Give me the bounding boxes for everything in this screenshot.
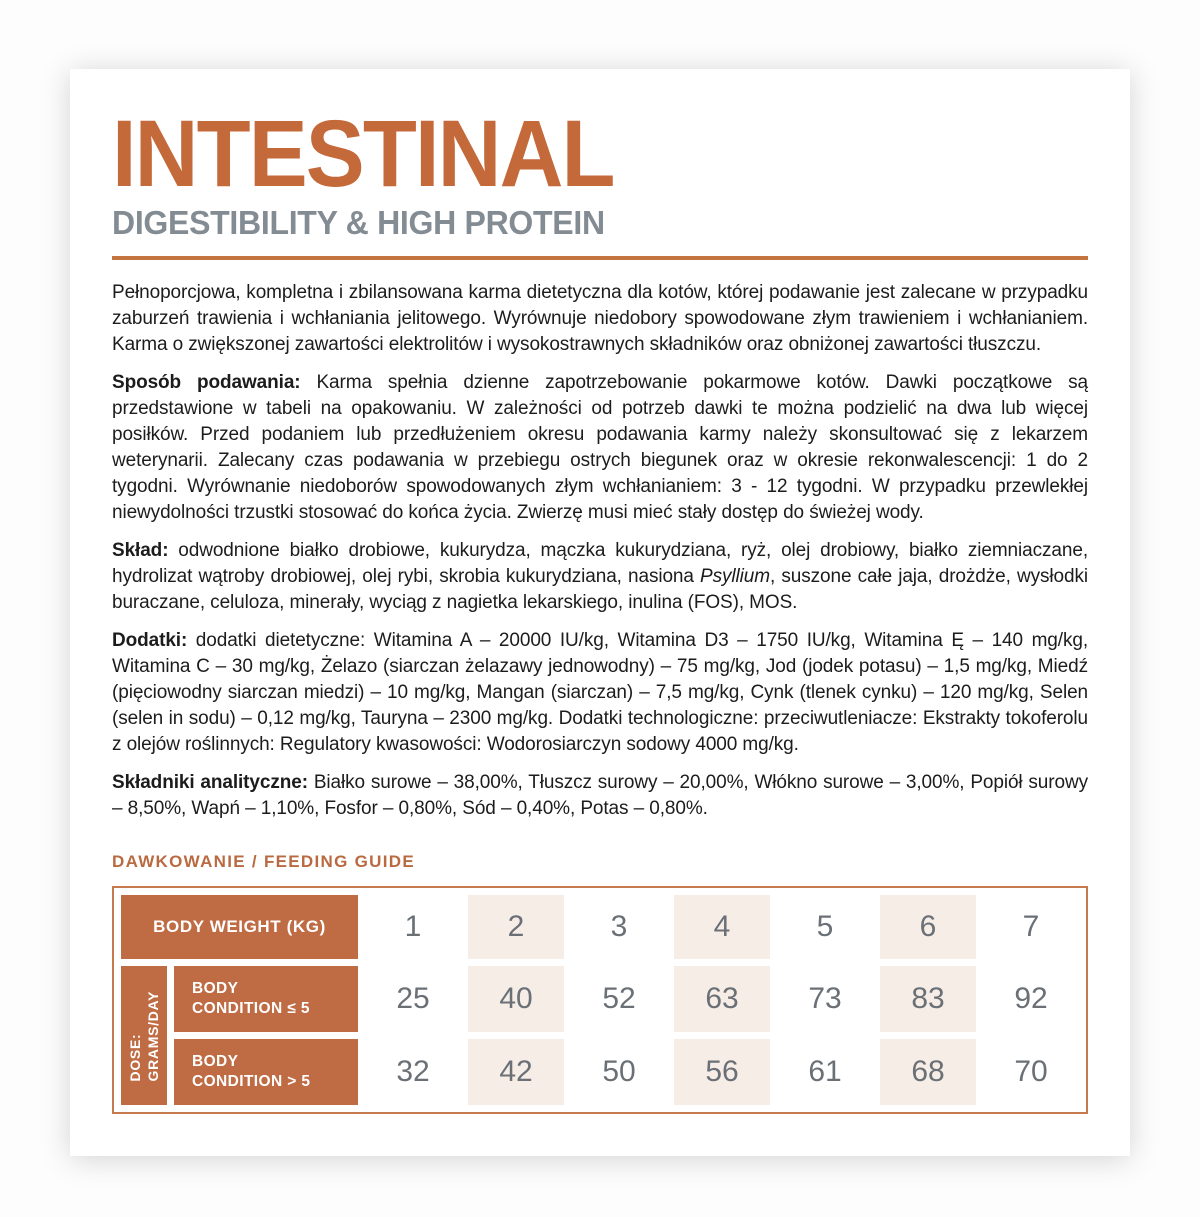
dose-axis-line2: GRAMS/DAY: [145, 990, 162, 1082]
analytical-lead: Składniki analityczne:: [112, 772, 308, 794]
composition-text-before: odwodnione białko drobiowe, kukurydza, m…: [112, 540, 1088, 588]
dose-gt5-col-7: 70: [1014, 1055, 1048, 1089]
weight-col-4: 4: [674, 895, 770, 960]
dose-gt5-col-1: 32: [396, 1055, 430, 1089]
row-label-line2: CONDITION ≤ 5: [192, 1000, 310, 1018]
usage-text: Karma spełnia dzienne zapotrzebowanie po…: [112, 372, 1089, 524]
usage-lead: Sposób podawania:: [112, 372, 301, 394]
dose-lte5-col-7: 92: [1014, 982, 1048, 1016]
row-label-condition-lte5: BODY CONDITION ≤ 5: [174, 966, 358, 1033]
row-label-line2: CONDITION > 5: [192, 1073, 311, 1091]
intro-text: Pełnoporcjowa, kompletna i zbilansowana …: [112, 282, 1088, 356]
header-divider: [112, 256, 1088, 261]
dose-lte5-col-6: 83: [880, 966, 976, 1033]
weight-col-3: 3: [610, 910, 628, 944]
dose-lte5-col-2: 40: [468, 966, 564, 1033]
weight-col-5: 5: [816, 910, 834, 944]
product-subtitle: DIGESTIBILITY & HIGH PROTEIN: [112, 204, 605, 242]
composition-lead: Skład:: [112, 540, 169, 562]
dose-lte5-col-3: 52: [602, 982, 636, 1016]
dose-gt5-col-2: 42: [468, 1039, 564, 1106]
row-label-condition-gt5: BODY CONDITION > 5: [174, 1039, 358, 1106]
dose-lte5-col-4: 63: [674, 966, 770, 1033]
dose-lte5-col-1: 25: [396, 982, 430, 1016]
composition-text-after: , suszone całe jaja, drożdże, wysłodki b…: [112, 566, 1088, 614]
product-title: INTESTINAL: [112, 101, 616, 207]
weight-col-6: 6: [880, 895, 976, 960]
dose-gt5-col-3: 50: [602, 1055, 636, 1089]
row-label-line1: BODY: [192, 980, 239, 998]
feeding-guide-table: BODY WEIGHT (KG) 1 2 3 4 5 6 7 DOSE: GRA…: [112, 886, 1088, 1115]
weight-col-2: 2: [468, 895, 564, 960]
composition-paragraph: Skład: odwodnione białko drobiowe, kukur…: [112, 538, 1088, 616]
analytical-text: Białko surowe – 38,00%, Tłuszcz surowy –…: [112, 772, 1088, 820]
analytical-paragraph: Składniki analityczne: Białko surowe – 3…: [112, 770, 1088, 822]
dose-gt5-col-4: 56: [674, 1039, 770, 1106]
usage-paragraph: Sposób podawania: Karma spełnia dzienne …: [112, 370, 1088, 526]
dose-gt5-col-6: 68: [880, 1039, 976, 1106]
additives-text: dodatki dietetyczne: Witamina A – 20000 …: [112, 630, 1088, 756]
body-weight-header: BODY WEIGHT (KG): [121, 895, 358, 960]
intro-paragraph: Pełnoporcjowa, kompletna i zbilansowana …: [112, 280, 1088, 358]
row-label-line1: BODY: [192, 1053, 239, 1071]
weight-col-1: 1: [404, 910, 422, 944]
additives-lead: Dodatki:: [112, 630, 188, 652]
dose-lte5-col-5: 73: [808, 982, 842, 1016]
dose-axis-text: DOSE: GRAMS/DAY: [126, 990, 162, 1081]
additives-paragraph: Dodatki: dodatki dietetyczne: Witamina A…: [112, 628, 1088, 758]
description-section: Pełnoporcjowa, kompletna i zbilansowana …: [112, 280, 1088, 822]
composition-italic-term: Psyllium: [700, 566, 770, 588]
weight-col-7: 7: [1022, 910, 1040, 944]
dose-axis-line1: DOSE:: [126, 1033, 143, 1082]
product-label-card: INTESTINAL DIGESTIBILITY & HIGH PROTEIN …: [70, 69, 1130, 1157]
feeding-guide-heading: DAWKOWANIE / FEEDING GUIDE: [112, 852, 415, 872]
dose-gt5-col-5: 61: [808, 1055, 842, 1089]
dose-axis-label: DOSE: GRAMS/DAY: [121, 966, 167, 1106]
